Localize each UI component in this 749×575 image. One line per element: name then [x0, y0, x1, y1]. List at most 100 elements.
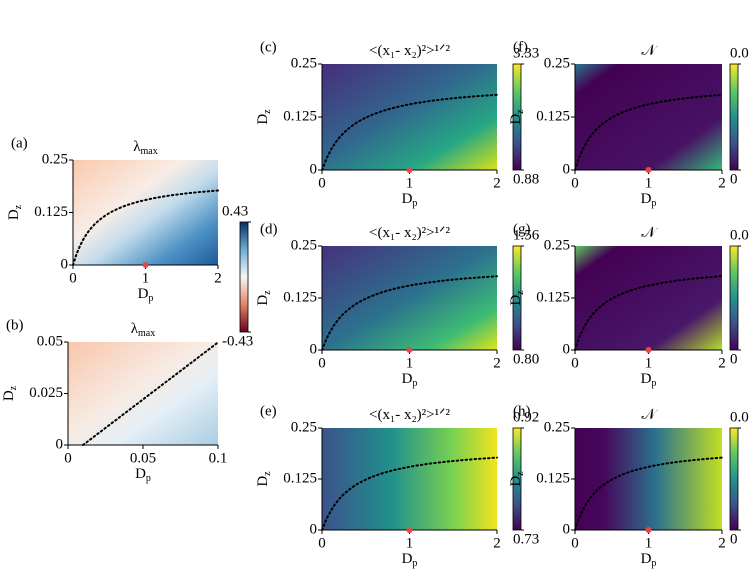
- y-label-subscript: z: [262, 109, 273, 114]
- y-axis-label: Dz: [508, 471, 526, 487]
- y-label-subscript: z: [262, 471, 273, 476]
- x-tick-label: 1: [142, 270, 150, 286]
- heatmap: [68, 342, 218, 445]
- y-tick-label: 0: [563, 521, 571, 537]
- x-label-subscript: p: [651, 378, 656, 389]
- y-tick-label: 0.25: [544, 419, 570, 435]
- y-tick-label: 0.025: [29, 385, 63, 401]
- x-tick-label: 0: [318, 355, 326, 371]
- heatmap: [322, 246, 497, 350]
- y-label-subscript: z: [515, 471, 526, 476]
- x-label-text: D: [402, 551, 413, 567]
- colorbar-label: 0.43: [222, 203, 248, 219]
- colorbar: [239, 221, 249, 333]
- y-label-subscript: z: [515, 290, 526, 295]
- y-tick-label: 0: [56, 436, 64, 452]
- boundary-curve: [72, 189, 219, 266]
- boundary-curve: [321, 456, 498, 531]
- y-axis-label: Dz: [6, 204, 24, 220]
- title-text: 𝒩: [641, 407, 658, 423]
- marker-point: [142, 262, 149, 268]
- y-tick-label: 0: [310, 521, 318, 537]
- x-label-subscript: p: [412, 558, 417, 569]
- x-tick-label: 0.1: [209, 450, 228, 466]
- y-label-text: D: [508, 476, 524, 487]
- x-tick-label: 1: [406, 355, 414, 371]
- y-label-text: D: [1, 390, 17, 401]
- title-text: <(x₁- x₂)²>¹ᐟ²: [369, 407, 450, 423]
- boundary-curve: [82, 341, 219, 446]
- x-label-subscript: p: [412, 198, 417, 209]
- marker-point: [645, 167, 652, 173]
- x-axis-label: Dp: [641, 371, 657, 389]
- colorbar-label: 1.56: [513, 227, 540, 243]
- x-label-text: D: [641, 371, 652, 387]
- x-label-subscript: p: [651, 558, 656, 569]
- x-tick-label: 0.05: [130, 450, 156, 466]
- colorbar-label: 0.05: [730, 227, 749, 243]
- x-tick-label: 1: [645, 355, 653, 371]
- colorbar-label: -0.43: [222, 333, 253, 349]
- panel-title: λmax: [133, 139, 158, 157]
- y-label-text: D: [508, 114, 524, 125]
- x-tick-label: 1: [406, 535, 414, 551]
- colorbar-label: 0.92: [513, 409, 539, 425]
- y-tick-label: 0: [563, 341, 571, 357]
- panel-label: (h): [513, 403, 531, 419]
- x-tick-label: 0: [69, 270, 77, 286]
- x-label-text: D: [135, 466, 146, 482]
- x-axis-label: Dp: [402, 371, 418, 389]
- title-subscript: max: [138, 328, 155, 339]
- y-tick-label: 0.125: [536, 289, 570, 305]
- marker-point: [645, 527, 652, 533]
- y-tick-label: 0.05: [37, 333, 63, 349]
- x-tick-label: 1: [406, 175, 414, 191]
- title-text: 𝒩: [641, 225, 658, 241]
- y-tick-label: 0.25: [42, 151, 68, 167]
- y-tick-label: 0: [61, 256, 69, 272]
- x-tick-label: 2: [214, 270, 222, 286]
- heatmap: [575, 246, 722, 350]
- y-axis-label: Dz: [1, 385, 19, 401]
- y-tick-label: 0.125: [283, 470, 317, 486]
- marker-point: [406, 167, 413, 173]
- colorbar-label: 0.73: [513, 531, 539, 547]
- x-label-text: D: [641, 191, 652, 207]
- marker-point: [406, 527, 413, 533]
- y-axis-label: Dz: [255, 471, 273, 487]
- y-label-subscript: z: [8, 385, 19, 390]
- heatmap: [322, 428, 497, 530]
- y-tick-label: 0.25: [544, 55, 570, 71]
- panel-title: <(x₁- x₂)²>¹ᐟ²: [369, 407, 450, 423]
- panel-label: (c): [260, 39, 277, 55]
- panel-title: λmax: [131, 321, 156, 339]
- title-text: λ: [131, 321, 139, 337]
- colorbar: [512, 245, 522, 351]
- boundary-curve: [574, 275, 723, 351]
- y-label-subscript: z: [13, 204, 24, 209]
- colorbar: [512, 63, 522, 171]
- y-tick-label: 0.125: [34, 204, 68, 220]
- x-label-text: D: [402, 371, 413, 387]
- x-label-subscript: p: [651, 198, 656, 209]
- y-label-text: D: [255, 295, 271, 306]
- x-axis-label: Dp: [402, 551, 418, 569]
- x-tick-label: 0: [318, 175, 326, 191]
- y-tick-label: 0.125: [536, 470, 570, 486]
- x-label-subscript: p: [148, 293, 153, 304]
- x-axis-label: Dp: [641, 191, 657, 209]
- y-tick-label: 0.25: [291, 237, 317, 253]
- x-tick-label: 0: [571, 175, 579, 191]
- y-tick-label: 0: [310, 161, 318, 177]
- title-text: 𝒩: [641, 43, 658, 59]
- x-axis-label: Dp: [135, 466, 151, 484]
- y-label-text: D: [255, 476, 271, 487]
- x-tick-label: 1: [645, 175, 653, 191]
- heatmap: [575, 428, 722, 530]
- x-label-text: D: [641, 551, 652, 567]
- boundary-curve: [574, 456, 723, 531]
- x-axis-label: Dp: [641, 551, 657, 569]
- marker-point: [406, 347, 413, 353]
- x-tick-label: 0: [318, 535, 326, 551]
